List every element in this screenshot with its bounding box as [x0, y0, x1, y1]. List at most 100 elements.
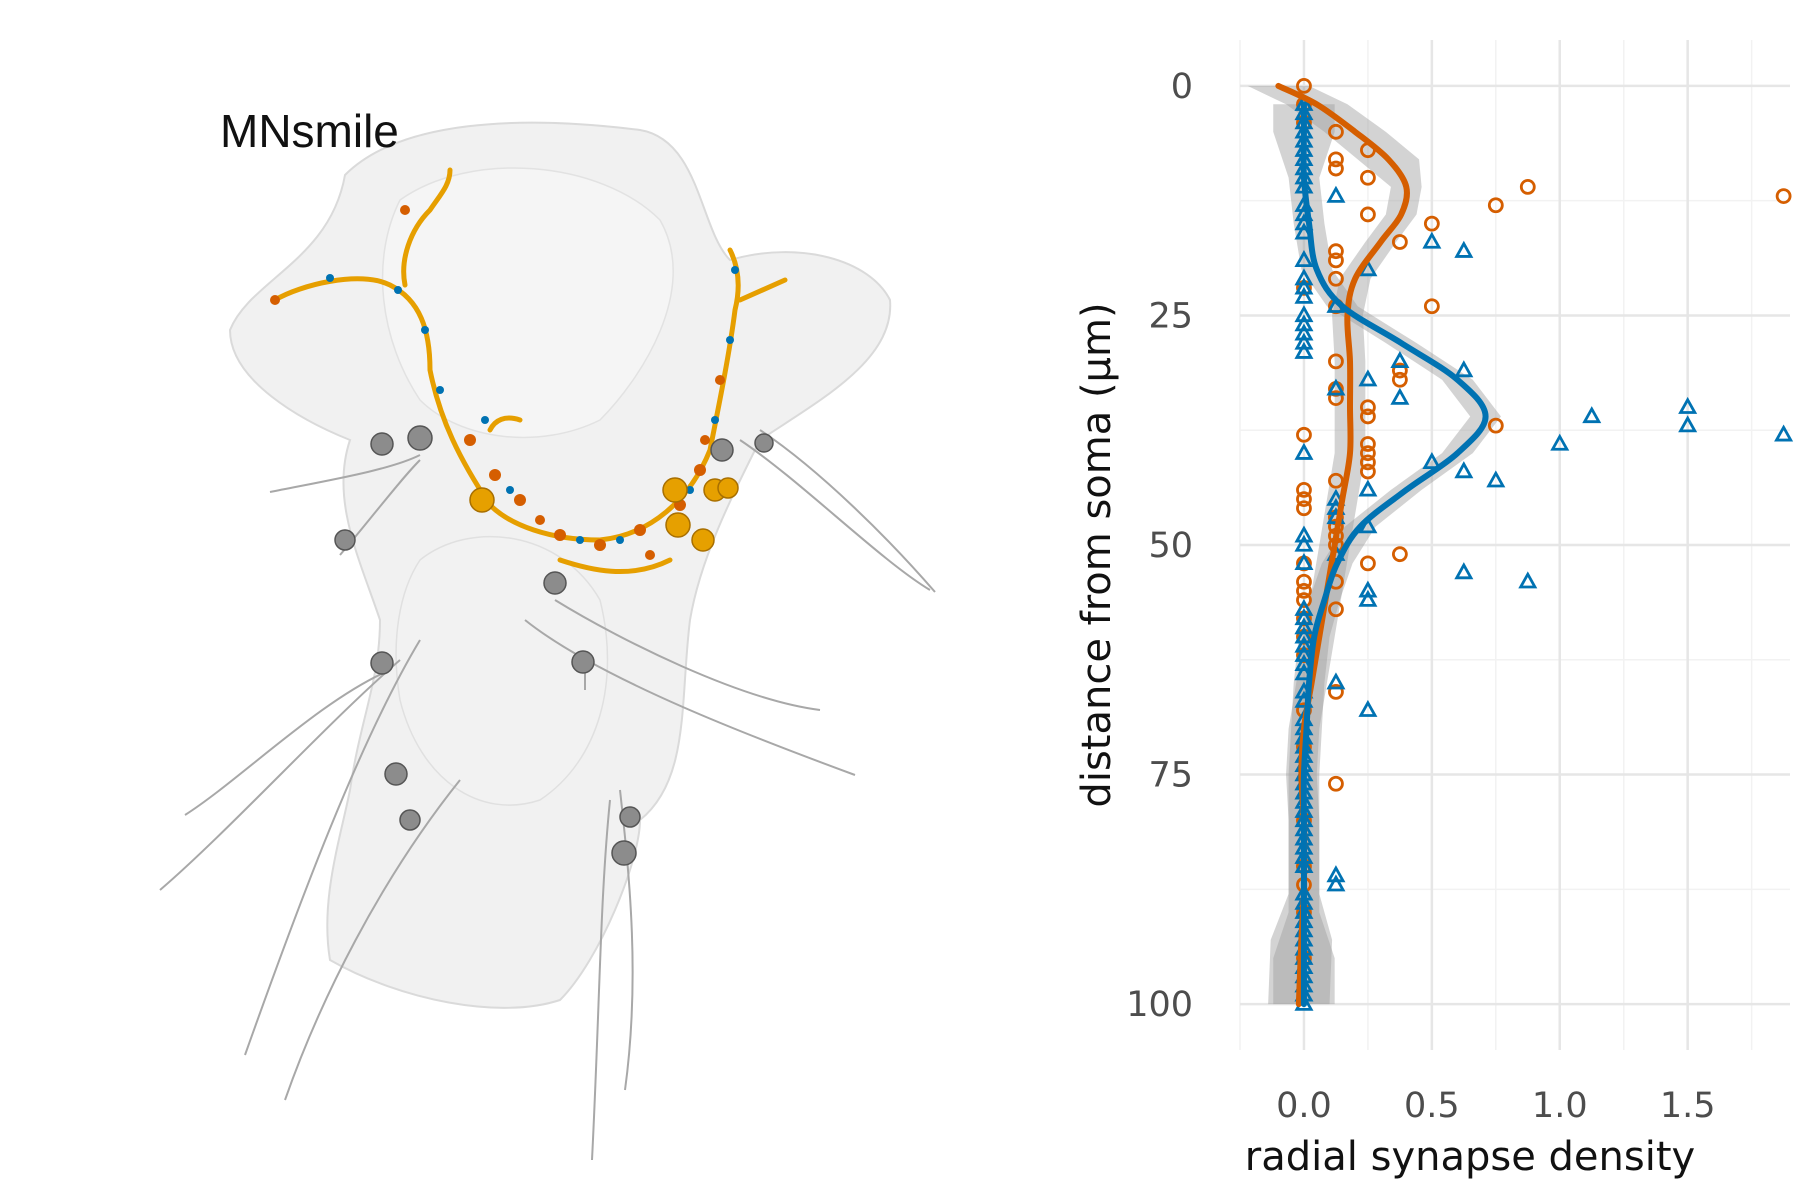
data-point-circle: [1328, 160, 1344, 177]
data-point-circle: [1328, 270, 1344, 287]
data-point-triangle: [1454, 562, 1474, 580]
data-point-triangle: [1294, 286, 1314, 304]
y-tick-label: 0: [1171, 67, 1193, 107]
data-point-circle: [1391, 234, 1408, 250]
data-point-circle: [1360, 445, 1376, 462]
data-point-triangle: [1358, 479, 1378, 497]
data-point-triangle: [1294, 635, 1314, 653]
data-point-circle: [1296, 482, 1312, 498]
data-point-circle: [1360, 399, 1376, 416]
data-point-triangle: [1454, 240, 1474, 258]
y-axis-label: distance from soma (μm): [1074, 302, 1120, 807]
data-point-circle: [1487, 417, 1504, 434]
chart-smooth-lines: [1275, 82, 1489, 1008]
data-point-circle: [1360, 463, 1376, 480]
data-point-triangle: [1358, 580, 1378, 598]
data-point-triangle: [1454, 461, 1474, 479]
neuron-render-panel: MNsmile: [159, 105, 936, 1161]
data-point-circle: [1296, 583, 1312, 599]
data-point-circle: [1328, 390, 1344, 406]
data-point-circle: [1296, 491, 1312, 507]
data-point-triangle: [1294, 617, 1314, 635]
data-point-triangle: [1326, 672, 1346, 690]
data-point-circle: [1487, 197, 1504, 214]
mnsmile-somata: [469, 477, 739, 552]
data-point-triangle: [1390, 387, 1410, 405]
data-point-triangle: [1326, 185, 1346, 203]
data-point-triangle: [1422, 451, 1442, 470]
data-point-triangle: [1390, 350, 1410, 369]
data-point-circle: [1296, 592, 1312, 608]
density-chart: 0.0 0.5 1.0 1.5 0 25 50 75 100 radial synapse d…: [1074, 40, 1794, 1180]
data-point-circle: [1328, 472, 1344, 489]
data-point-triangle: [1294, 341, 1314, 359]
data-point-triangle: [1486, 470, 1506, 488]
y-tick-label: 25: [1148, 296, 1193, 336]
data-point-circle: [1360, 555, 1376, 572]
density-chart-panel: 0.0 0.5 1.0 1.5 0 25 50 75 100 radial synapse d…: [1040, 0, 1800, 1200]
data-point-triangle: [1294, 626, 1314, 644]
data-point-triangle: [1294, 268, 1314, 286]
data-point-triangle: [1326, 874, 1346, 892]
panel-title: MNsmile: [220, 105, 399, 157]
data-point-triangle: [1294, 305, 1314, 323]
data-point-circle: [1360, 169, 1376, 186]
smooth-line: [1300, 101, 1489, 1008]
data-point-triangle: [1294, 608, 1314, 626]
data-point-circle: [1423, 215, 1440, 232]
data-point-triangle: [1294, 644, 1314, 662]
data-point-circle: [1328, 252, 1344, 269]
data-point-circle: [1328, 353, 1344, 370]
data-point-triangle: [1294, 525, 1314, 543]
data-point-circle: [1391, 546, 1408, 563]
data-point-triangle: [1358, 699, 1378, 717]
data-point-circle: [1328, 601, 1344, 618]
data-point-triangle: [1678, 415, 1698, 433]
data-point-triangle: [1678, 396, 1698, 414]
neuron-render: [159, 121, 936, 1161]
data-point-circle: [1328, 243, 1344, 260]
neuron-presynapses: [270, 205, 725, 560]
data-point-triangle: [1326, 378, 1346, 396]
data-point-triangle: [1294, 534, 1314, 552]
data-point-circle: [1360, 436, 1376, 452]
body-outline: [228, 121, 892, 1009]
data-point-circle: [1519, 179, 1536, 195]
y-axis-ticks: 0 25 50 75 100: [1126, 67, 1193, 1025]
neuron-postsynapses: [326, 266, 739, 544]
data-point-circle: [1423, 298, 1440, 315]
data-point-triangle: [1358, 369, 1378, 387]
data-point-triangle: [1774, 424, 1794, 442]
data-point-circle: [1328, 151, 1344, 168]
data-point-triangle: [1294, 323, 1314, 341]
data-point-circle: [1296, 573, 1312, 590]
data-point-triangle: [1294, 598, 1314, 616]
y-tick-label: 50: [1148, 526, 1193, 566]
data-point-triangle: [1294, 552, 1314, 571]
x-tick-label: 1.5: [1660, 1086, 1716, 1126]
data-point-triangle: [1294, 442, 1314, 460]
data-point-circle: [1296, 426, 1312, 443]
data-point-circle: [1328, 123, 1344, 140]
data-point-triangle: [1422, 231, 1442, 249]
data-point-circle: [1328, 684, 1344, 700]
data-point-triangle: [1550, 433, 1570, 451]
data-point-circle: [1391, 371, 1408, 388]
data-point-triangle: [1294, 332, 1314, 350]
data-point-triangle: [1294, 314, 1314, 332]
data-point-circle: [1296, 78, 1312, 94]
x-axis-label: radial synapse density: [1245, 1134, 1695, 1180]
data-point-triangle: [1582, 406, 1602, 424]
data-point-circle: [1775, 188, 1792, 204]
data-point-circle: [1360, 408, 1376, 425]
data-point-circle: [1328, 775, 1344, 792]
x-axis-ticks: 0.0 0.5 1.0 1.5: [1276, 1086, 1715, 1126]
data-point-triangle: [1518, 571, 1538, 589]
data-point-circle: [1391, 362, 1408, 379]
x-tick-label: 1.0: [1532, 1086, 1588, 1126]
y-tick-label: 75: [1148, 756, 1193, 796]
data-point-triangle: [1294, 277, 1314, 295]
y-tick-label: 100: [1126, 985, 1193, 1025]
data-point-circle: [1296, 500, 1312, 517]
data-point-triangle: [1326, 865, 1346, 883]
